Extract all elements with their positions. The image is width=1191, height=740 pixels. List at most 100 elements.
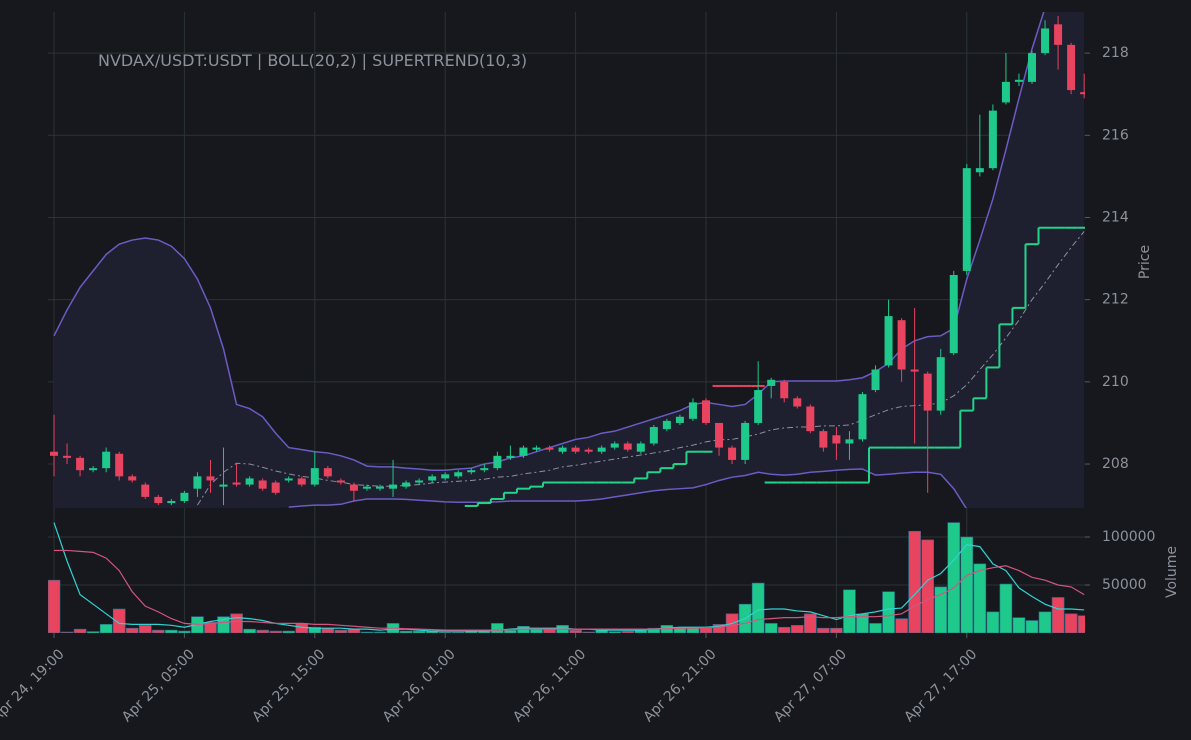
x-tick-label: Apr 25, 15:00: [249, 646, 328, 725]
candle-body: [793, 398, 802, 407]
candle-body: [180, 492, 189, 502]
x-tick-label: Apr 25, 05:00: [119, 646, 198, 725]
candle-body: [336, 480, 345, 483]
candle-body: [923, 373, 932, 411]
price-panel: [50, 12, 1085, 508]
volume-bar: [373, 631, 387, 633]
candle-body: [349, 484, 358, 491]
candle-body: [975, 168, 984, 173]
volume-bar: [869, 623, 882, 633]
candle-body: [936, 357, 945, 411]
volume-bar: [217, 616, 230, 633]
volume-bar: [582, 631, 595, 633]
y-axis-label: Price: [1137, 245, 1153, 279]
volume-bar: [451, 631, 465, 633]
volume-bar: [334, 629, 348, 633]
volume-bar: [908, 530, 921, 633]
volume-bar: [491, 623, 504, 633]
candle-body: [897, 320, 906, 370]
candle-body: [128, 476, 137, 481]
volume-bar: [99, 624, 113, 633]
volume-bar: [895, 618, 908, 633]
candle-body: [415, 480, 424, 483]
volume-bar: [125, 627, 139, 633]
volume-bar: [973, 563, 987, 633]
volume-bar: [399, 630, 413, 633]
x-tick-label: Apr 26, 11:00: [510, 646, 589, 725]
volume-bar: [999, 583, 1013, 633]
volume-bar: [777, 626, 791, 633]
candle-body: [193, 476, 202, 489]
candle-body: [467, 470, 476, 473]
candle-body: [219, 484, 228, 487]
volume-bar: [112, 608, 126, 633]
bollinger-upper: [53, 12, 1045, 471]
bollinger-middle: [197, 231, 1085, 506]
candle-body: [1054, 24, 1063, 45]
candle-body: [741, 422, 750, 460]
bollinger-lower: [288, 468, 967, 508]
candle-body: [362, 486, 371, 489]
candle-body: [154, 496, 163, 504]
volume-bar: [764, 623, 778, 633]
candle-body: [1001, 81, 1010, 103]
candle-body: [532, 447, 541, 450]
volume-bar: [608, 631, 622, 633]
volume-bar: [48, 579, 61, 633]
y-tick-label: 214: [1102, 209, 1129, 225]
candle-body: [323, 468, 332, 477]
volume-bar: [569, 629, 582, 633]
candle-body: [167, 501, 176, 504]
candle-body: [780, 381, 789, 399]
candle-body: [623, 443, 632, 450]
volume-bar: [295, 623, 309, 633]
candle-body: [63, 455, 72, 458]
volume-bar: [960, 536, 974, 633]
candle-body: [636, 443, 645, 452]
candle-body: [949, 274, 958, 354]
x-tick-label: Apr 27, 07:00: [771, 646, 850, 725]
x-tick-label: Apr 26, 01:00: [380, 646, 459, 725]
volume-bar: [986, 611, 1000, 633]
candle-body: [728, 447, 737, 460]
volume-ma: [54, 549, 1085, 631]
volume-bar: [882, 591, 895, 633]
x-tick-label: Apr 26, 21:00: [641, 646, 720, 725]
volume-bar: [60, 631, 74, 633]
candle-body: [102, 451, 111, 469]
candle-body: [884, 316, 893, 366]
candle-body: [1028, 53, 1036, 82]
candle-body: [428, 476, 437, 481]
candle-body: [649, 427, 658, 444]
candle-body: [688, 402, 697, 419]
candle-body: [558, 447, 567, 452]
candle-body: [597, 447, 606, 452]
candle-body: [662, 420, 671, 430]
volume-bar: [1051, 597, 1065, 633]
volume-bar: [504, 629, 517, 633]
volume-bar: [412, 630, 426, 633]
volume-bar: [1012, 617, 1026, 633]
volume-bar: [1038, 611, 1052, 633]
volume-panel: [48, 522, 1085, 633]
candle-body: [845, 439, 854, 444]
candle-body: [675, 416, 684, 423]
volume-bar: [73, 628, 87, 633]
candle-body: [480, 468, 489, 471]
candle-body: [1041, 28, 1050, 54]
y-tick-label: 50000: [1102, 577, 1147, 593]
volume-bar: [686, 627, 700, 633]
candle-body: [545, 447, 554, 450]
volume-bar: [817, 627, 830, 633]
candle-body: [258, 480, 267, 489]
volume-bar: [947, 522, 961, 633]
candle-body: [50, 451, 58, 456]
candle-body: [76, 457, 85, 471]
volume-bar: [1064, 613, 1078, 633]
candle-body: [115, 453, 124, 477]
volume-bar: [138, 625, 152, 633]
candle-body: [871, 369, 880, 391]
x-tick-label: Apr 27, 17:00: [901, 646, 980, 725]
y-tick-label: 100000: [1102, 529, 1155, 545]
